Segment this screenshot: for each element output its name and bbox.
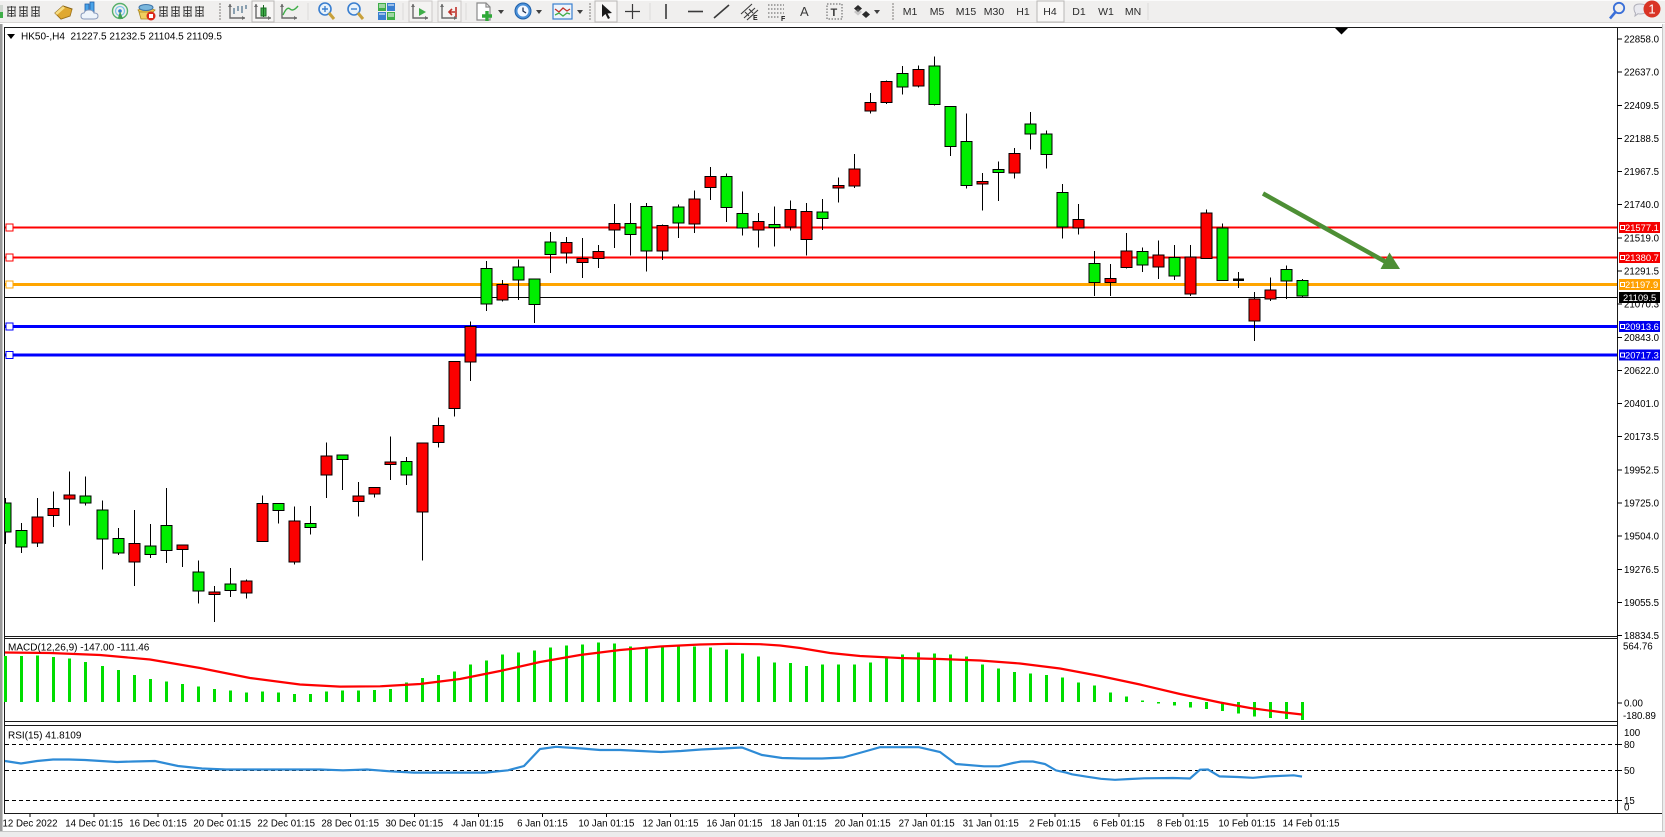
svg-text:19504.0: 19504.0 <box>1624 532 1660 543</box>
svg-text:28 Dec 01:15: 28 Dec 01:15 <box>321 819 379 830</box>
svg-text:22 Dec 01:15: 22 Dec 01:15 <box>257 819 315 830</box>
svg-text:21070.3: 21070.3 <box>1624 300 1659 311</box>
svg-text:H4: H4 <box>1043 6 1057 18</box>
svg-text:M15: M15 <box>956 6 977 18</box>
svg-text:14 Feb 01:15: 14 Feb 01:15 <box>1282 819 1339 830</box>
svg-text:21967.5: 21967.5 <box>1624 167 1659 178</box>
svg-text:20622.0: 20622.0 <box>1624 366 1660 377</box>
svg-text:22637.0: 22637.0 <box>1624 68 1660 79</box>
svg-text:21109.5: 21109.5 <box>1623 292 1656 303</box>
svg-text:20717.3: 20717.3 <box>1625 350 1659 361</box>
svg-text:20 Jan 01:15: 20 Jan 01:15 <box>835 819 891 830</box>
svg-text:-180.89: -180.89 <box>1623 711 1656 722</box>
svg-text:19952.5: 19952.5 <box>1624 465 1659 476</box>
svg-text:M30: M30 <box>984 6 1005 18</box>
svg-text:27 Jan 01:15: 27 Jan 01:15 <box>899 819 955 830</box>
svg-text:6 Jan 01:15: 6 Jan 01:15 <box>517 819 568 830</box>
svg-text:8 Feb 01:15: 8 Feb 01:15 <box>1157 819 1209 830</box>
svg-text:21740.0: 21740.0 <box>1624 200 1660 211</box>
svg-text:19276.5: 19276.5 <box>1624 565 1659 576</box>
svg-text:21577.1: 21577.1 <box>1625 222 1659 233</box>
svg-text:12 Dec 2022: 12 Dec 2022 <box>3 819 58 830</box>
svg-text:31 Jan 01:15: 31 Jan 01:15 <box>963 819 1019 830</box>
svg-text:20401.0: 20401.0 <box>1624 399 1660 410</box>
svg-text:20913.6: 20913.6 <box>1625 321 1659 332</box>
svg-text:20843.0: 20843.0 <box>1624 333 1660 344</box>
svg-text:20173.5: 20173.5 <box>1624 432 1659 443</box>
svg-text:18 Jan 01:15: 18 Jan 01:15 <box>771 819 827 830</box>
svg-text:20 Dec 01:15: 20 Dec 01:15 <box>193 819 251 830</box>
svg-text:HK50-,H4 21227.5 21232.5 2110: HK50-,H4 21227.5 21232.5 21104.5 21109.5 <box>21 32 222 43</box>
svg-text:14 Dec 01:15: 14 Dec 01:15 <box>65 819 123 830</box>
svg-text:M1: M1 <box>903 6 918 18</box>
svg-text:19055.5: 19055.5 <box>1624 598 1659 609</box>
svg-text:H1: H1 <box>1016 6 1030 18</box>
svg-text:0.00: 0.00 <box>1624 699 1643 710</box>
svg-text:MN: MN <box>1125 6 1141 18</box>
svg-text:80: 80 <box>1624 740 1635 751</box>
svg-text:15: 15 <box>1624 796 1635 807</box>
svg-text:12 Jan 01:15: 12 Jan 01:15 <box>642 819 698 830</box>
svg-text:100: 100 <box>1624 728 1641 739</box>
svg-text:19725.0: 19725.0 <box>1624 499 1660 510</box>
svg-text:564.76: 564.76 <box>1623 642 1653 653</box>
svg-text:E: E <box>753 15 758 22</box>
svg-text:18834.5: 18834.5 <box>1624 631 1659 642</box>
svg-text:16 Jan 01:15: 16 Jan 01:15 <box>707 819 763 830</box>
svg-text:50: 50 <box>1624 766 1635 777</box>
svg-text:22409.5: 22409.5 <box>1624 101 1659 112</box>
svg-text:22858.0: 22858.0 <box>1624 35 1660 46</box>
svg-text:MACD(12,26,9) -147.00 -111.46: MACD(12,26,9) -147.00 -111.46 <box>8 643 150 654</box>
svg-text:30 Dec 01:15: 30 Dec 01:15 <box>385 819 443 830</box>
svg-text:F: F <box>781 16 786 23</box>
svg-text:0: 0 <box>1624 803 1630 814</box>
svg-text:10 Jan 01:15: 10 Jan 01:15 <box>578 819 634 830</box>
svg-text:6 Feb 01:15: 6 Feb 01:15 <box>1093 819 1145 830</box>
svg-text:22188.5: 22188.5 <box>1624 134 1659 145</box>
svg-text:RSI(15) 41.8109: RSI(15) 41.8109 <box>8 731 82 742</box>
svg-text:16 Dec 01:15: 16 Dec 01:15 <box>129 819 187 830</box>
svg-text:T: T <box>831 7 838 19</box>
svg-text:2 Feb 01:15: 2 Feb 01:15 <box>1029 819 1081 830</box>
svg-text:21291.5: 21291.5 <box>1624 267 1659 278</box>
svg-text:21519.0: 21519.0 <box>1624 233 1660 244</box>
svg-text:21380.7: 21380.7 <box>1625 252 1659 263</box>
svg-text:D1: D1 <box>1072 6 1086 18</box>
svg-text:1: 1 <box>1648 2 1655 17</box>
svg-text:W1: W1 <box>1098 6 1114 18</box>
svg-text:A: A <box>800 4 809 19</box>
svg-text:4 Jan 01:15: 4 Jan 01:15 <box>453 819 504 830</box>
svg-text:10 Feb 01:15: 10 Feb 01:15 <box>1218 819 1275 830</box>
svg-text:M5: M5 <box>930 6 945 18</box>
svg-text:21197.9: 21197.9 <box>1625 279 1658 290</box>
